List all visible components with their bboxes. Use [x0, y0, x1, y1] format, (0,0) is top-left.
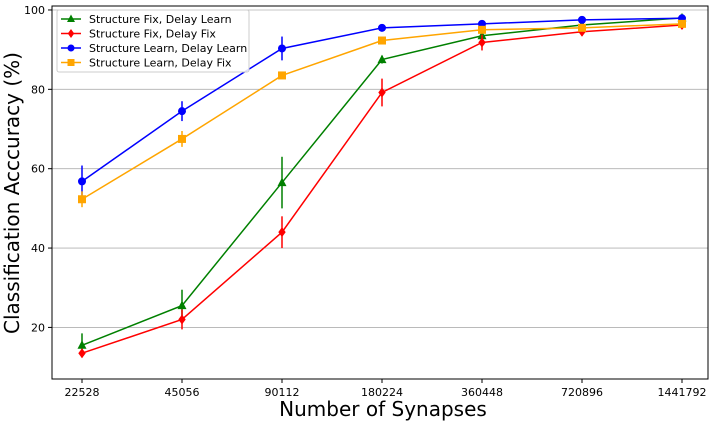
y-tick-label: 40 — [31, 242, 45, 255]
data-point-square — [578, 23, 586, 32]
legend-label: Structure Fix, Delay Fix — [89, 28, 216, 41]
legend-item: Structure Fix, Delay Fix — [61, 28, 216, 41]
x-tick-label: 45056 — [165, 386, 200, 399]
x-tick-label: 90112 — [265, 386, 300, 399]
data-point-square — [278, 71, 286, 80]
legend-label: Structure Learn, Delay Fix — [89, 57, 232, 70]
data-point-triangle — [277, 177, 287, 187]
legend: Structure Fix, Delay Learn Structure Fix,… — [56, 9, 250, 73]
x-axis-title: Number of Synapses — [279, 397, 487, 421]
grid-lines — [52, 9, 708, 328]
data-point-triangle — [377, 54, 387, 64]
data-point-diamond — [178, 314, 186, 325]
data-point-diamond — [78, 348, 86, 359]
series-layer — [77, 12, 687, 359]
legend-item: Structure Learn, Delay Fix — [61, 57, 232, 70]
data-point-circle — [178, 107, 186, 116]
y-tick-label: 100 — [24, 4, 45, 17]
x-tick-label: 22528 — [65, 386, 100, 399]
y-axis-ticks: 20 40 60 80 100 — [24, 4, 52, 334]
legend-label: Structure Fix, Delay Learn — [89, 13, 232, 26]
data-point-square — [78, 195, 86, 204]
data-point-triangle — [77, 340, 87, 349]
legend-box — [56, 9, 250, 73]
data-point-circle — [78, 177, 86, 186]
data-point-square — [378, 36, 386, 45]
x-tick-label: 720896 — [561, 386, 603, 399]
series-square — [78, 19, 686, 208]
data-point-circle — [278, 44, 286, 53]
data-point-circle — [578, 15, 586, 24]
y-tick-label: 60 — [31, 163, 45, 176]
legend-marker-triangle — [67, 14, 75, 22]
data-point-diamond — [478, 37, 486, 48]
y-axis-title: Classification Acccuracy (%) — [0, 52, 24, 334]
legend-item: Structure Learn, Delay Learn — [61, 42, 247, 55]
legend-marker-diamond — [67, 29, 75, 38]
data-point-square — [478, 25, 486, 34]
series-circle — [78, 14, 686, 198]
legend-marker-square — [67, 59, 75, 66]
x-tick-label: 1441792 — [658, 386, 707, 399]
legend-marker-circle — [67, 44, 75, 52]
data-point-diamond — [278, 227, 286, 238]
x-axis-ticks: 22528 45056 90112 180224 360448 720896 1441792 — [65, 379, 707, 399]
data-point-square — [678, 19, 686, 28]
legend-item: Structure Fix, Delay Learn — [61, 13, 232, 26]
plot-frame — [51, 5, 709, 380]
data-point-diamond — [378, 87, 386, 98]
x-tick-label: 180224 — [361, 386, 403, 399]
x-tick-label: 360448 — [461, 386, 503, 399]
data-point-triangle — [177, 300, 187, 310]
y-tick-label: 80 — [31, 83, 45, 96]
data-point-square — [178, 134, 186, 143]
legend-label: Structure Learn, Delay Learn — [89, 42, 247, 55]
data-point-circle — [378, 23, 386, 32]
y-tick-label: 20 — [31, 321, 45, 334]
